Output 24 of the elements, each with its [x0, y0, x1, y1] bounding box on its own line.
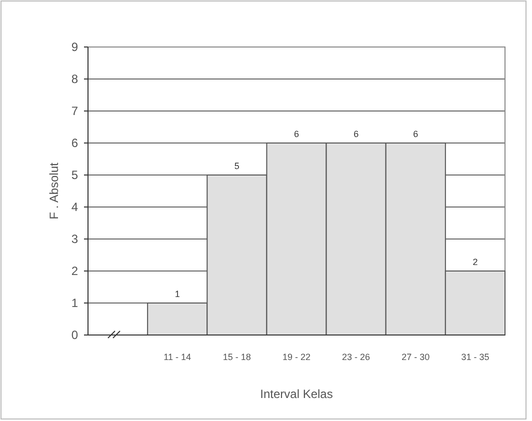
data-label: 1: [174, 289, 180, 299]
y-tick-label: 4: [71, 200, 78, 214]
data-label: 6: [354, 129, 359, 139]
y-tick-label: 5: [71, 168, 78, 182]
y-tick-label: 6: [71, 136, 78, 150]
y-tick-label: 7: [71, 104, 78, 118]
data-label: 5: [234, 161, 240, 171]
y-tick-label: 9: [71, 40, 78, 54]
data-label: 2: [472, 257, 478, 267]
y-tick-label: 3: [71, 232, 78, 246]
y-tick-label: 0: [71, 328, 78, 342]
x-tick-label: 11 - 14: [164, 352, 192, 362]
y-tick-label: 8: [71, 72, 78, 86]
x-axis-title: Interval Kelas: [260, 387, 333, 401]
x-tick-label: 15 - 18: [222, 352, 251, 362]
y-tick-label: 1: [71, 296, 78, 310]
data-label: 6: [413, 129, 418, 139]
x-tick-label: 23 - 26: [342, 352, 370, 362]
data-label: 6: [294, 129, 300, 139]
y-axis-title: F . Absolut: [47, 162, 61, 220]
x-tick-label: 27 - 30: [402, 352, 430, 362]
x-tick-label: 19 - 22: [282, 352, 311, 362]
y-tick-label: 2: [71, 264, 78, 278]
x-tick-label: 31 - 35: [461, 352, 490, 362]
